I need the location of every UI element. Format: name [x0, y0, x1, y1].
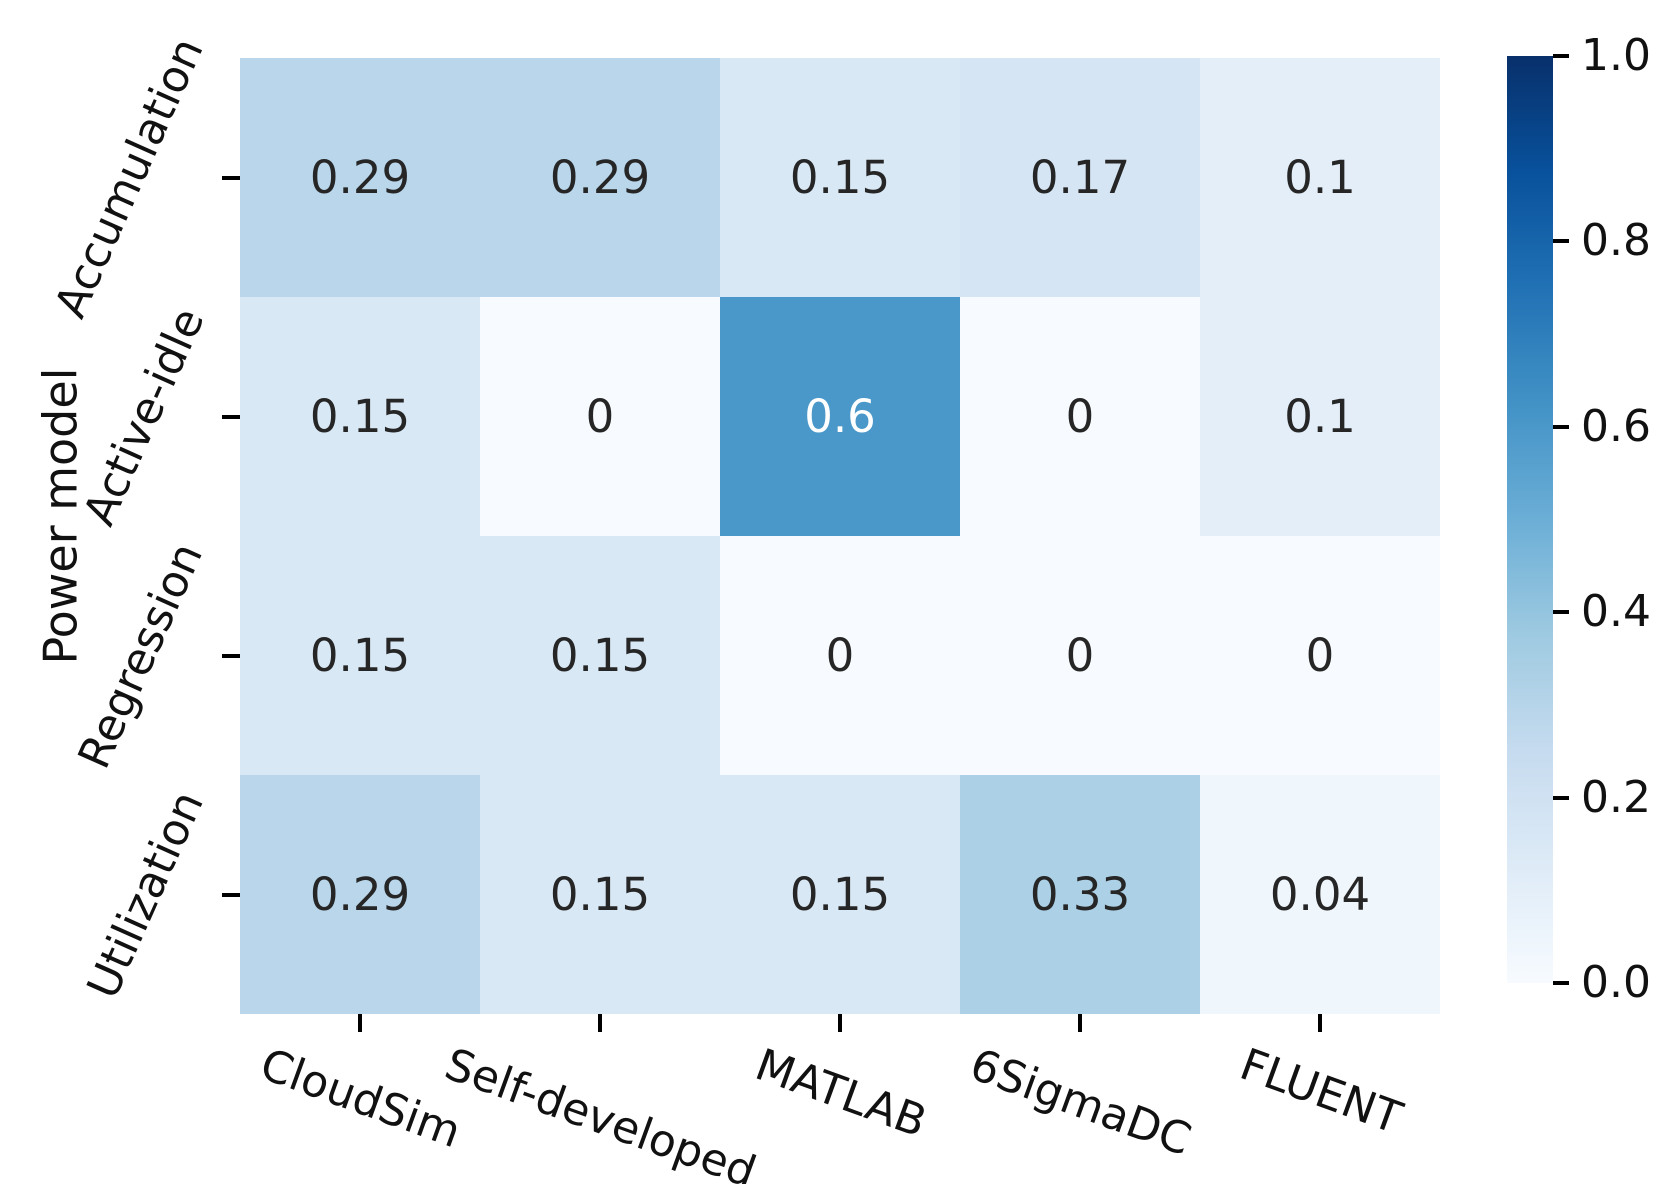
- cell-value: 0.15: [309, 390, 411, 443]
- cell-value: 0.1: [1284, 390, 1356, 443]
- heatmap-cell-Accumulation-CloudSim: 0.29: [240, 58, 480, 297]
- cell-value: 0.15: [549, 629, 651, 682]
- heatmap-cell-Utilization-CloudSim: 0.29: [240, 775, 480, 1014]
- heatmap-cell-Utilization-Self-developed: 0.15: [480, 775, 720, 1014]
- y-axis-tick: [222, 175, 240, 180]
- cell-value: 0: [1065, 629, 1095, 682]
- colorbar-tick: [1553, 795, 1569, 800]
- cell-value: 0.1: [1284, 151, 1356, 204]
- heatmap-cell-Utilization-FLUENT: 0.04: [1200, 775, 1440, 1014]
- colorbar-tick-label-1.0: 1.0: [1581, 30, 1651, 81]
- colorbar-tick-label-0.4: 0.4: [1581, 586, 1651, 638]
- cell-value: 0.33: [1029, 868, 1131, 921]
- colorbar-tick: [1553, 239, 1569, 244]
- colorbar: [1507, 56, 1553, 983]
- y-axis-tick: [222, 653, 240, 658]
- heatmap-cell-Active-idle-MATLAB: 0.6: [720, 297, 960, 536]
- x-axis-tick: [1318, 1014, 1322, 1032]
- cell-value: 0: [585, 390, 615, 443]
- heatmap-cell-Active-idle-6SigmaDC: 0: [960, 297, 1200, 536]
- y-tick-label-Active-idle: Active-idle: [73, 300, 215, 533]
- colorbar-tick-label-0.6: 0.6: [1581, 400, 1651, 452]
- y-tick-label-Utilization: Utilization: [77, 783, 215, 1006]
- colorbar-tick-label-0.2: 0.2: [1581, 771, 1651, 823]
- x-tick-label-CloudSim: CloudSim: [253, 1039, 467, 1159]
- x-axis-tick: [1078, 1014, 1082, 1032]
- cell-value: 0.29: [309, 868, 411, 921]
- colorbar-tick-label-0.0: 0.0: [1581, 957, 1651, 1008]
- heatmap-cell-Accumulation-FLUENT: 0.1: [1200, 58, 1440, 297]
- y-tick-label-Regression: Regression: [69, 535, 214, 776]
- heatmap-cell-Regression-FLUENT: 0: [1200, 536, 1440, 775]
- x-axis-tick: [838, 1014, 842, 1032]
- heatmap-cell-Active-idle-Self-developed: 0: [480, 297, 720, 536]
- y-axis-title: Power model: [32, 367, 87, 665]
- cell-value: 0.29: [549, 151, 651, 204]
- cell-value: 0.04: [1269, 868, 1371, 921]
- heatmap-cell-Utilization-MATLAB: 0.15: [720, 775, 960, 1014]
- x-tick-label-6SigmaDC: 6SigmaDC: [962, 1039, 1197, 1167]
- x-axis-tick: [358, 1014, 362, 1032]
- cell-value: 0.17: [1029, 151, 1131, 204]
- x-tick-label-FLUENT: FLUENT: [1233, 1039, 1408, 1145]
- y-tick-label-Accumulation: Accumulation: [45, 30, 214, 325]
- heatmap-cell-Accumulation-Self-developed: 0.29: [480, 58, 720, 297]
- colorbar-tick: [1553, 424, 1569, 429]
- heatmap-grid: 0.29 0.29 0.15 0.17 0.1 0.15 0 0.6 0 0.1 0.15 0.15 0…: [240, 58, 1440, 1014]
- colorbar-tick: [1553, 610, 1569, 615]
- heatmap-cell-Regression-CloudSim: 0.15: [240, 536, 480, 775]
- heatmap-cell-Accumulation-MATLAB: 0.15: [720, 58, 960, 297]
- cell-value: 0.6: [804, 390, 876, 443]
- cell-value: 0.15: [789, 868, 891, 921]
- heatmap-cell-Regression-MATLAB: 0: [720, 536, 960, 775]
- cell-value: 0.15: [789, 151, 891, 204]
- heatmap-cell-Utilization-6SigmaDC: 0.33: [960, 775, 1200, 1014]
- cell-value: 0: [1305, 629, 1335, 682]
- colorbar-tick: [1553, 54, 1569, 58]
- heatmap-cell-Active-idle-CloudSim: 0.15: [240, 297, 480, 536]
- y-axis-tick: [222, 414, 240, 419]
- cell-value: 0.15: [309, 629, 411, 682]
- x-axis-tick: [598, 1014, 602, 1032]
- colorbar-tick-label-0.8: 0.8: [1581, 215, 1651, 267]
- cell-value: 0: [1065, 390, 1095, 443]
- colorbar-tick: [1553, 981, 1569, 985]
- x-tick-label-Self-developed: Self-developed: [438, 1039, 763, 1184]
- heatmap-cell-Accumulation-6SigmaDC: 0.17: [960, 58, 1200, 297]
- x-tick-label-MATLAB: MATLAB: [748, 1039, 933, 1148]
- heatmap-cell-Regression-6SigmaDC: 0: [960, 536, 1200, 775]
- y-axis-tick: [222, 892, 240, 897]
- cell-value: 0.29: [309, 151, 411, 204]
- heatmap-cell-Regression-Self-developed: 0.15: [480, 536, 720, 775]
- heatmap-cell-Active-idle-FLUENT: 0.1: [1200, 297, 1440, 536]
- cell-value: 0: [825, 629, 855, 682]
- cell-value: 0.15: [549, 868, 651, 921]
